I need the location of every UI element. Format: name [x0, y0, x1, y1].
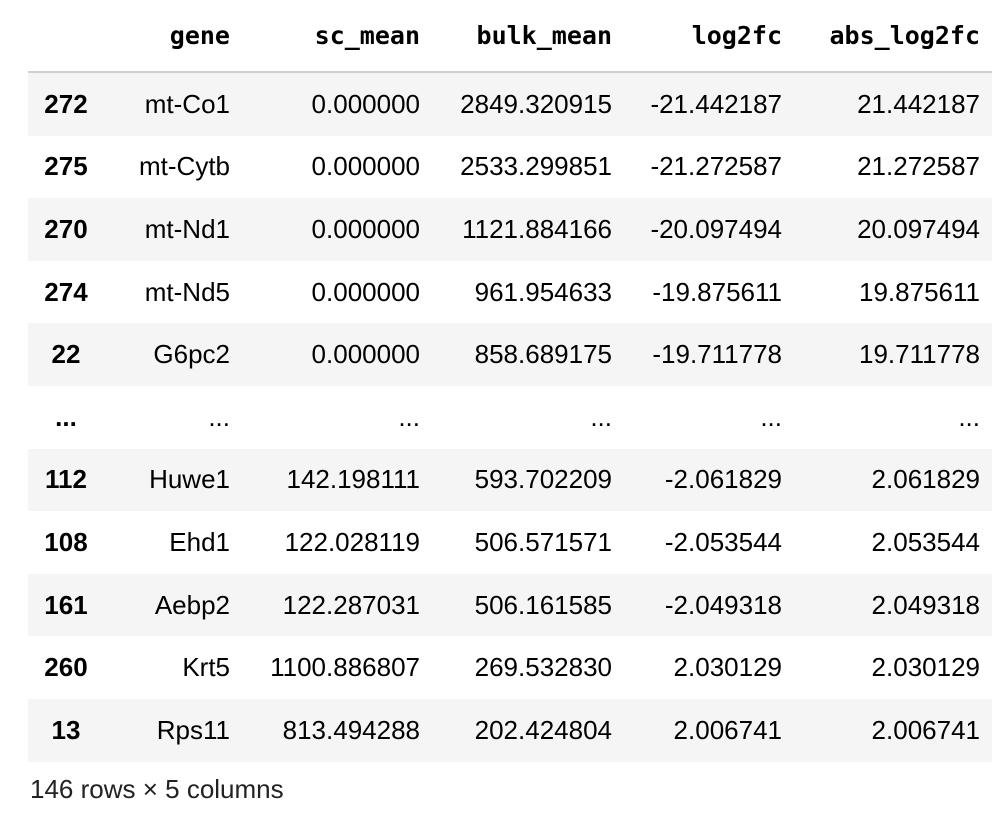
- table-row: ..................: [28, 385, 992, 449]
- cell-gene: Rps11: [156, 714, 230, 745]
- table-row: 108 Ehd1 122.028119 506.571571 -2.053544 2.05…: [28, 511, 992, 574]
- cell-abs-log2fc: 19.711778: [859, 339, 980, 370]
- row-index: 13: [51, 714, 81, 745]
- table-row: 272 mt-Co1 0.000000 2849.320915 -21.442187 21…: [28, 72, 992, 136]
- row-index: 274: [44, 276, 88, 307]
- table-row: 13 Rps11 813.494288 202.424804 2.006741 2.006…: [28, 698, 992, 762]
- cell-bulk-mean: 269.532830: [474, 652, 612, 683]
- cell-gene: Ehd1: [169, 526, 230, 557]
- dataframe-output: gene sc_mean bulk_mean log2fc abs_log2fc…: [28, 0, 992, 762]
- cell-bulk-mean: 2533.299851: [460, 151, 612, 182]
- cell-log2fc: 2.006741: [673, 714, 782, 745]
- cell-bulk-mean: 593.702209: [474, 464, 612, 495]
- column-header-gene: gene: [104, 0, 242, 73]
- dataframe-shape-summary: 146 rows × 5 columns: [30, 774, 284, 804]
- cell-abs-log2fc: 2.030129: [871, 652, 980, 683]
- column-header-sc-mean: sc_mean: [242, 0, 432, 73]
- cell-sc-mean: 0.000000: [311, 88, 420, 119]
- row-index: 272: [44, 88, 88, 119]
- cell-bulk-mean: 858.689175: [474, 339, 612, 370]
- cell-bulk-mean: 506.571571: [474, 526, 612, 557]
- cell-gene: mt-Nd1: [144, 213, 230, 244]
- cell-abs-log2fc: 2.006741: [871, 714, 980, 745]
- dataframe-table: gene sc_mean bulk_mean log2fc abs_log2fc…: [28, 0, 992, 762]
- cell-sc-mean: 0.000000: [311, 339, 420, 370]
- table-row: 275 mt-Cytb 0.000000 2533.299851 -21.272587 2…: [28, 135, 992, 199]
- row-index: 108: [44, 526, 88, 557]
- table-body: 272 mt-Co1 0.000000 2849.320915 -21.442187 21…: [28, 72, 992, 762]
- cell-log2fc: -2.053544: [664, 526, 782, 557]
- cell-log2fc: ...: [760, 401, 782, 432]
- row-index: 270: [44, 213, 88, 244]
- cell-sc-mean: 122.287031: [282, 589, 420, 620]
- cell-abs-log2fc: 20.097494: [857, 213, 980, 244]
- table-row: 270 mt-Nd1 0.000000 1121.884166 -20.097494 20…: [28, 198, 992, 261]
- cell-gene: Krt5: [182, 652, 230, 683]
- cell-sc-mean: 0.000000: [311, 213, 420, 244]
- cell-log2fc: -20.097494: [650, 213, 782, 244]
- cell-sc-mean: 0.000000: [311, 151, 420, 182]
- cell-abs-log2fc: 2.061829: [871, 464, 980, 495]
- cell-sc-mean: 122.028119: [284, 526, 420, 557]
- cell-abs-log2fc: 21.272587: [857, 151, 980, 182]
- cell-sc-mean: 1100.886807: [270, 652, 420, 683]
- index-header: [28, 0, 104, 73]
- cell-log2fc: -2.061829: [664, 464, 782, 495]
- cell-bulk-mean: ...: [590, 401, 612, 432]
- column-header-abs-log2fc: abs_log2fc: [794, 0, 992, 73]
- cell-log2fc: -2.049318: [664, 589, 782, 620]
- cell-abs-log2fc: 19.875611: [859, 276, 980, 307]
- row-index: 112: [45, 464, 87, 495]
- cell-gene: Huwe1: [149, 464, 230, 495]
- header-row: gene sc_mean bulk_mean log2fc abs_log2fc: [28, 0, 992, 73]
- cell-log2fc: -19.875611: [652, 276, 782, 307]
- column-header-bulk-mean: bulk_mean: [432, 0, 624, 73]
- cell-log2fc: -21.272587: [650, 151, 782, 182]
- cell-log2fc: -21.442187: [650, 88, 782, 119]
- cell-bulk-mean: 202.424804: [474, 714, 612, 745]
- row-index: 161: [44, 589, 88, 620]
- cell-sc-mean: ...: [398, 401, 420, 432]
- cell-abs-log2fc: 21.442187: [857, 88, 980, 119]
- table-header: gene sc_mean bulk_mean log2fc abs_log2fc: [28, 0, 992, 73]
- row-index: 260: [44, 652, 88, 683]
- column-header-log2fc: log2fc: [624, 0, 794, 73]
- cell-bulk-mean: 961.954633: [474, 276, 612, 307]
- table-row: 22 G6pc2 0.000000 858.689175 -19.711778 19.71…: [28, 323, 992, 386]
- cell-gene: mt-Nd5: [144, 276, 230, 307]
- cell-gene: Aebp2: [154, 589, 230, 620]
- row-index: 22: [51, 339, 81, 370]
- cell-log2fc: -19.711778: [652, 339, 782, 370]
- row-index: ...: [55, 401, 77, 432]
- cell-gene: ...: [208, 401, 230, 432]
- cell-gene: mt-Co1: [144, 88, 230, 119]
- table-row: 260 Krt5 1100.886807 269.532830 2.030129 2.03…: [28, 636, 992, 699]
- cell-gene: mt-Cytb: [139, 151, 230, 182]
- cell-abs-log2fc: 2.049318: [871, 589, 980, 620]
- cell-abs-log2fc: ...: [958, 401, 980, 432]
- cell-sc-mean: 813.494288: [282, 714, 420, 745]
- table-row: 161 Aebp2 122.287031 506.161585 -2.049318 2.0…: [28, 573, 992, 637]
- table-row: 112 Huwe1 142.198111 593.702209 -2.061829 2.0…: [28, 448, 992, 512]
- cell-gene: G6pc2: [153, 339, 230, 370]
- cell-log2fc: 2.030129: [673, 652, 782, 683]
- table-row: 274 mt-Nd5 0.000000 961.954633 -19.875611 19.…: [28, 260, 992, 324]
- cell-sc-mean: 0.000000: [311, 276, 420, 307]
- cell-bulk-mean: 2849.320915: [460, 88, 612, 119]
- cell-abs-log2fc: 2.053544: [871, 526, 980, 557]
- row-index: 275: [44, 151, 88, 182]
- cell-bulk-mean: 1121.884166: [462, 213, 612, 244]
- cell-bulk-mean: 506.161585: [474, 589, 612, 620]
- cell-sc-mean: 142.198111: [286, 464, 420, 495]
